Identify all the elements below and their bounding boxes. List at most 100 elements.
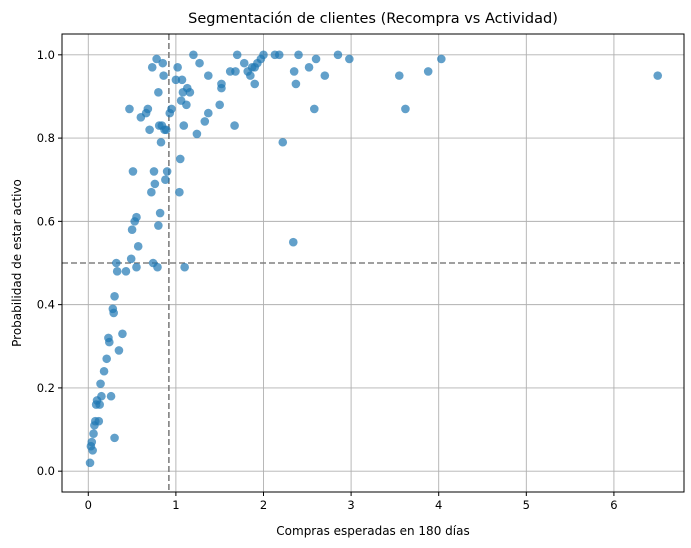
x-axis-ticks: 0 1 2 3 4 5 6 bbox=[85, 492, 618, 512]
data-point bbox=[154, 221, 163, 230]
data-point bbox=[173, 63, 182, 72]
data-point bbox=[182, 100, 191, 110]
data-point bbox=[333, 50, 343, 60]
data-point bbox=[175, 187, 184, 197]
data-point bbox=[89, 429, 98, 439]
data-point bbox=[125, 104, 134, 114]
data-point bbox=[289, 67, 299, 76]
data-point bbox=[121, 267, 131, 276]
x-tick-label: 3 bbox=[347, 498, 354, 512]
data-point bbox=[87, 437, 97, 447]
data-point bbox=[150, 179, 160, 189]
data-point bbox=[304, 63, 314, 72]
data-point bbox=[171, 75, 181, 85]
data-point bbox=[189, 50, 198, 60]
x-tick-label: 5 bbox=[523, 498, 530, 512]
x-axis-label: Compras esperadas en 180 días bbox=[276, 524, 469, 538]
data-point bbox=[175, 154, 185, 164]
data-point bbox=[158, 58, 168, 68]
data-point bbox=[118, 329, 127, 339]
data-point bbox=[114, 346, 124, 355]
data-point bbox=[133, 242, 143, 251]
y-tick-label: 0.4 bbox=[37, 298, 55, 312]
data-point bbox=[231, 67, 240, 76]
y-axis-ticks: 0.0 0.2 0.4 0.6 0.8 1.0 bbox=[37, 48, 62, 478]
data-point bbox=[96, 379, 105, 389]
data-point bbox=[147, 187, 156, 197]
y-axis-label: Probabilidad de estar activo bbox=[10, 179, 24, 347]
data-point bbox=[152, 54, 161, 64]
data-point bbox=[94, 416, 104, 426]
data-point bbox=[345, 54, 354, 64]
data-point bbox=[110, 292, 119, 301]
data-point bbox=[127, 225, 137, 234]
data-point bbox=[232, 50, 242, 60]
data-point bbox=[217, 79, 226, 89]
x-tick-label: 2 bbox=[260, 498, 267, 512]
y-tick-label: 0.2 bbox=[37, 381, 55, 395]
data-point bbox=[291, 79, 301, 89]
y-tick-label: 0.0 bbox=[37, 464, 55, 478]
data-points bbox=[85, 50, 663, 468]
data-point bbox=[110, 433, 119, 443]
data-point bbox=[278, 137, 288, 147]
data-point bbox=[88, 446, 97, 455]
data-point bbox=[239, 58, 249, 68]
x-tick-label: 0 bbox=[85, 498, 92, 512]
data-point bbox=[132, 262, 141, 272]
data-point bbox=[177, 75, 187, 85]
data-point bbox=[180, 262, 189, 272]
data-point bbox=[128, 167, 138, 176]
data-point bbox=[112, 267, 122, 276]
data-point bbox=[102, 354, 111, 364]
data-point bbox=[288, 237, 298, 247]
data-point bbox=[179, 121, 189, 130]
data-point bbox=[105, 337, 114, 347]
data-point bbox=[230, 121, 239, 130]
data-point bbox=[320, 71, 330, 80]
data-point bbox=[95, 400, 104, 409]
data-point bbox=[246, 71, 255, 80]
data-point bbox=[155, 208, 165, 218]
data-point bbox=[653, 71, 663, 80]
data-point bbox=[294, 50, 303, 60]
data-point bbox=[109, 308, 118, 318]
data-point bbox=[259, 50, 268, 60]
data-point bbox=[161, 175, 170, 185]
data-point bbox=[401, 104, 410, 114]
data-point bbox=[200, 117, 210, 126]
data-point bbox=[161, 125, 171, 135]
x-tick-label: 6 bbox=[610, 498, 617, 512]
data-point bbox=[159, 71, 168, 80]
data-point bbox=[274, 50, 284, 60]
chart-title: Segmentación de clientes (Recompra vs Ac… bbox=[188, 11, 558, 27]
data-point bbox=[192, 129, 202, 139]
data-point bbox=[162, 167, 172, 176]
data-point bbox=[145, 125, 154, 135]
data-point bbox=[132, 212, 141, 222]
data-point bbox=[106, 391, 116, 401]
data-point bbox=[147, 63, 157, 72]
data-point bbox=[143, 104, 153, 114]
data-point bbox=[99, 366, 109, 376]
data-point bbox=[153, 262, 162, 272]
data-point bbox=[112, 258, 121, 268]
y-tick-label: 1.0 bbox=[37, 48, 55, 62]
data-point bbox=[311, 54, 321, 64]
data-point bbox=[167, 104, 176, 114]
x-tick-label: 4 bbox=[435, 498, 442, 512]
plot-frame bbox=[61, 33, 685, 493]
data-point bbox=[149, 167, 159, 176]
data-point bbox=[85, 458, 95, 468]
y-tick-label: 0.6 bbox=[37, 214, 55, 228]
data-point bbox=[394, 71, 404, 80]
data-point bbox=[423, 67, 433, 76]
data-point bbox=[215, 100, 224, 110]
data-point bbox=[437, 54, 446, 64]
data-point bbox=[204, 71, 213, 80]
x-tick-label: 1 bbox=[172, 498, 179, 512]
data-point bbox=[156, 137, 166, 147]
data-point bbox=[185, 87, 195, 97]
